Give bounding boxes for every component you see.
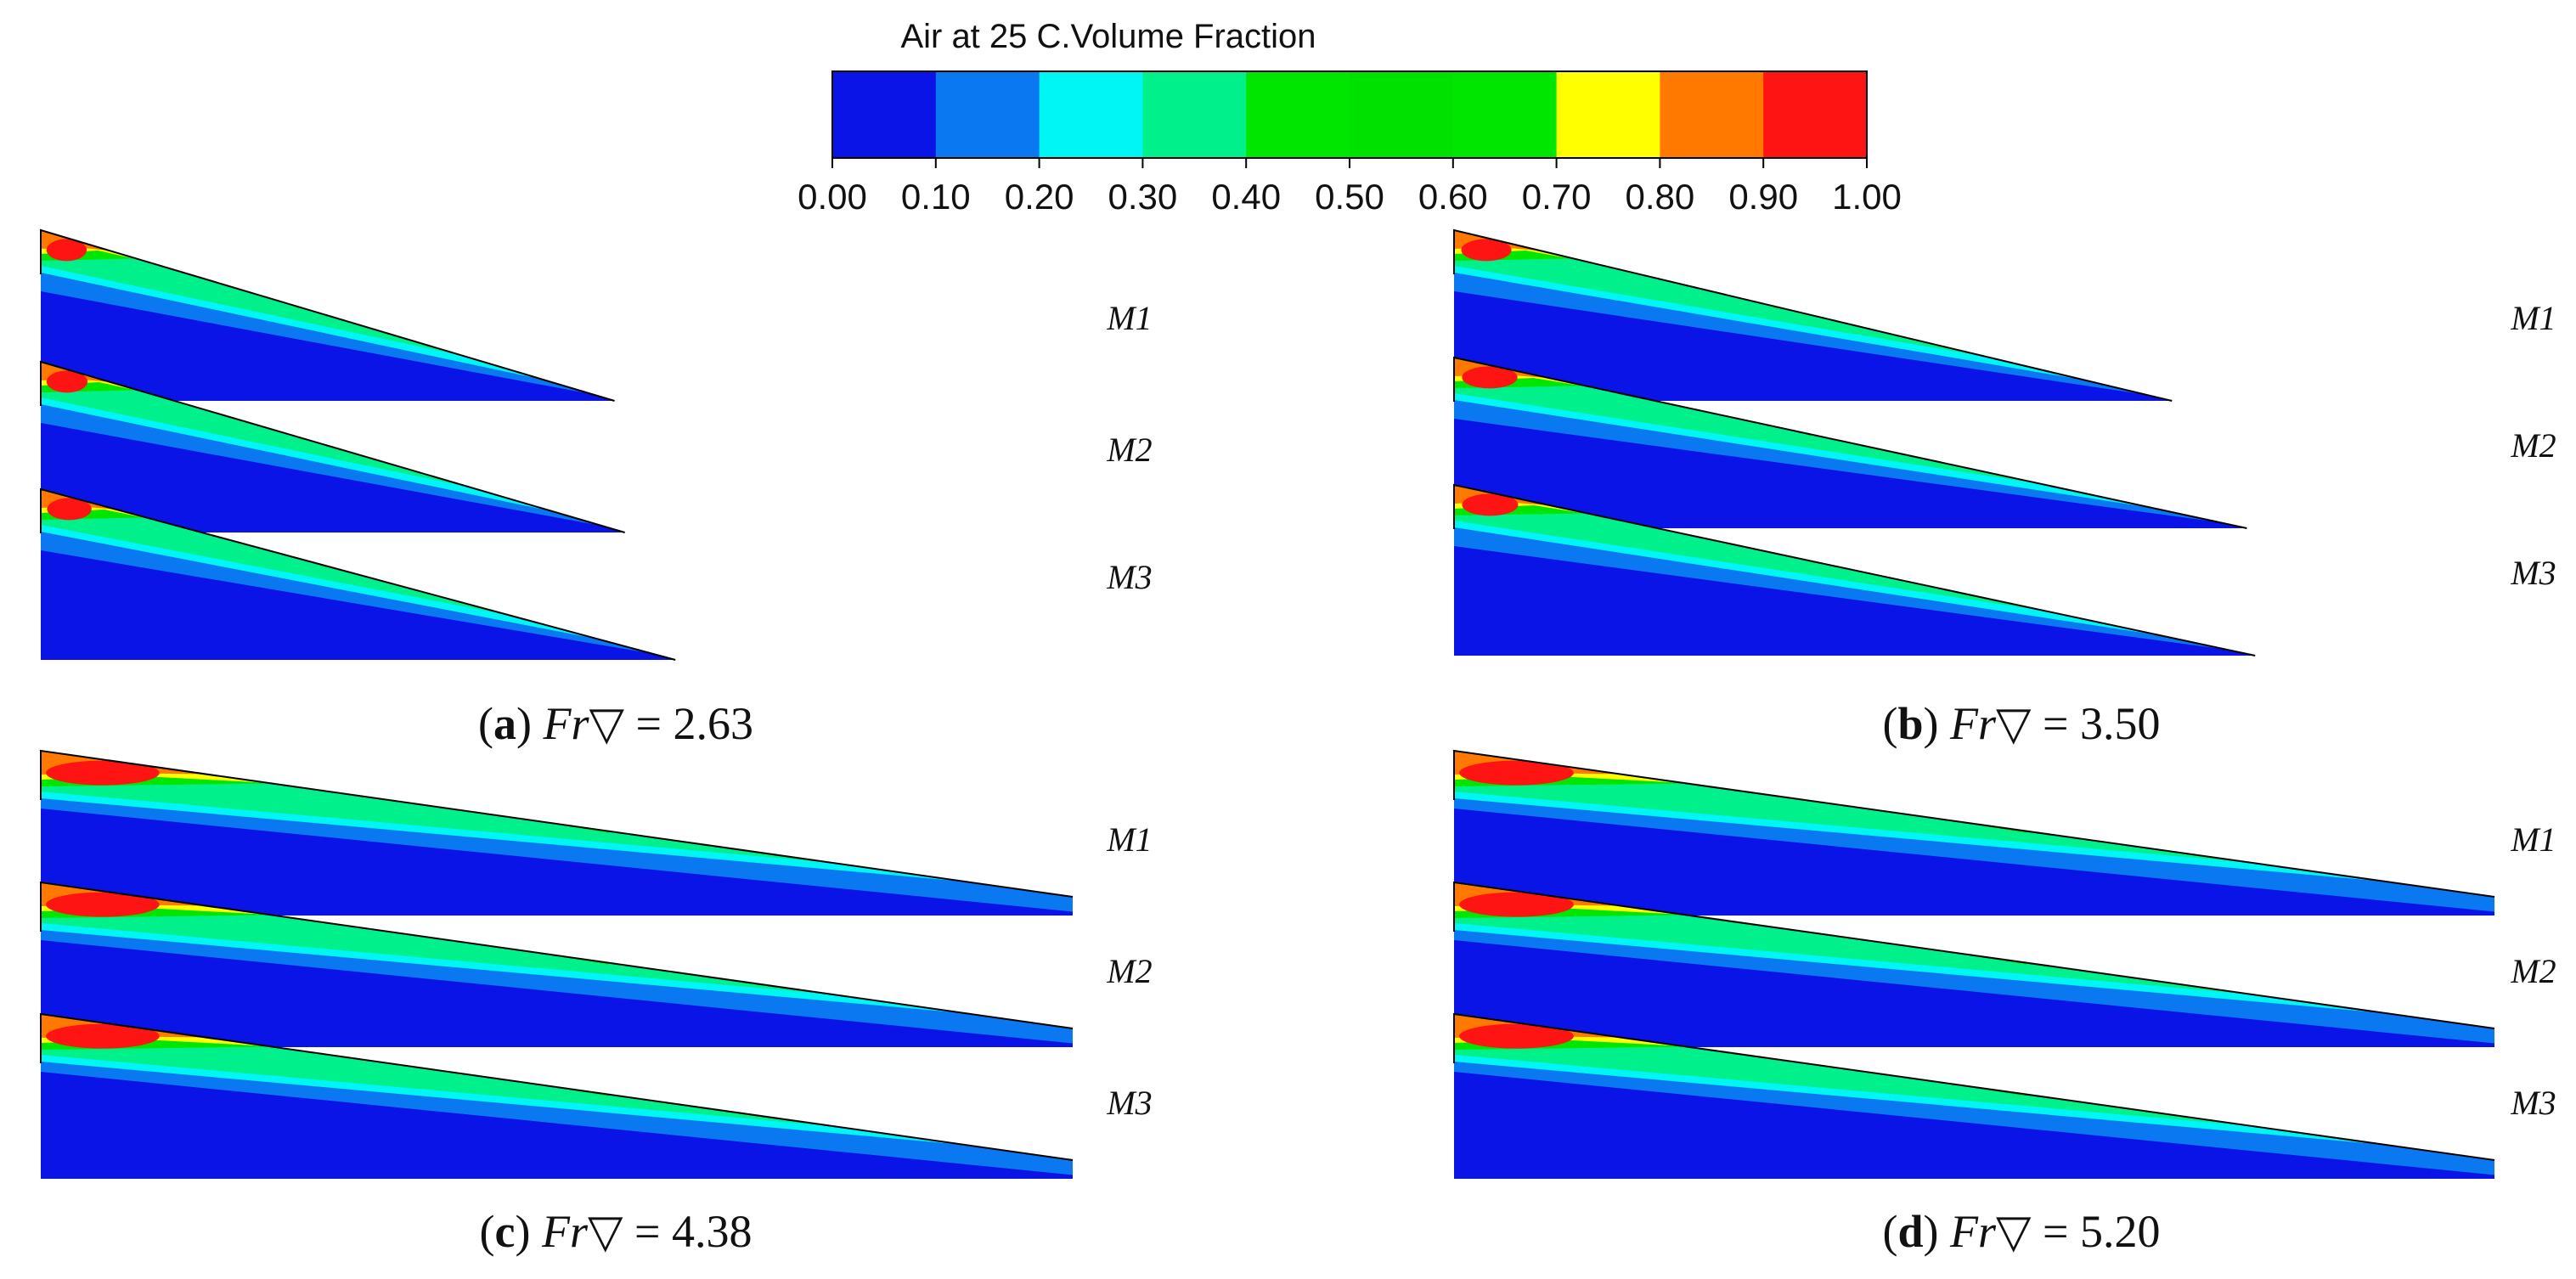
colorbar-tick-label: 0.80: [1626, 177, 1695, 217]
colorbar-band: [1350, 71, 1454, 158]
colorbar-band: [1763, 71, 1868, 158]
colorbar-tick-label: 0.00: [798, 177, 867, 217]
panels: M1 M2 M3 (a) Fr▽ = 2.63 M1 M2 M3 (b) Fr▽ = 3.50…: [40, 228, 2556, 1257]
panel-caption: (c) Fr▽ = 4.38: [480, 1206, 753, 1257]
contour-d-m1: [1453, 749, 2495, 916]
colorbar: Air at 25 C.Volume Fraction 0.00 0.10 0.20…: [798, 18, 1902, 217]
model-label: M2: [1106, 431, 1152, 469]
model-label: M3: [2510, 554, 2556, 592]
colorbar-tick-label: 0.90: [1728, 177, 1798, 217]
panel-c: M1 M2 M3 (c) Fr▽ = 4.38: [40, 749, 1153, 1257]
colorbar-tick-label: 0.10: [901, 177, 971, 217]
colorbar-band: [832, 71, 937, 158]
colorbar-band: [1039, 71, 1143, 158]
colorbar-band: [935, 71, 1040, 158]
model-label: M1: [1106, 820, 1152, 859]
colorbar-ticks: 0.00 0.10 0.20 0.30 0.40 0.50 0.60 0.70 0.80 0.90…: [798, 158, 1902, 217]
colorbar-tick-label: 0.20: [1005, 177, 1074, 217]
contour-b-m1: [1453, 228, 2173, 402]
colorbar-band: [1246, 71, 1350, 158]
colorbar-band: [1660, 71, 1764, 158]
colorbar-tick-label: 0.50: [1315, 177, 1384, 217]
panel-b: M1 M2 M3 (b) Fr▽ = 3.50: [1453, 228, 2556, 749]
colorbar-tick-label: 0.30: [1108, 177, 1178, 217]
panel-a: M1 M2 M3 (a) Fr▽ = 2.63: [40, 228, 1153, 749]
contour-a-m1: [40, 228, 615, 402]
panel-d: M1 M2 M3 (d) Fr▽ = 5.20: [1453, 749, 2556, 1257]
colorbar-band: [1556, 71, 1660, 158]
colorbar-tick-label: 0.60: [1418, 177, 1488, 217]
model-label: M2: [1106, 952, 1152, 990]
colorbar-band: [1142, 71, 1247, 158]
colorbar-tick-label: 0.70: [1522, 177, 1592, 217]
model-label: M3: [1106, 1084, 1152, 1122]
panel-caption: (d) Fr▽ = 5.20: [1882, 1206, 2160, 1257]
colorbar-tick-label: 0.40: [1211, 177, 1281, 217]
panel-caption: (b) Fr▽ = 3.50: [1882, 698, 2160, 749]
panel-caption: (a) Fr▽ = 2.63: [478, 698, 753, 749]
contour-c-m1: [40, 749, 1074, 916]
model-label: M3: [2510, 1084, 2556, 1122]
colorbar-band: [1452, 71, 1558, 158]
model-label: M2: [2510, 952, 2556, 990]
colorbar-tick-label: 1.00: [1832, 177, 1902, 217]
colorbar-title: Air at 25 C.Volume Fraction: [900, 18, 1316, 55]
model-label: M3: [1106, 558, 1152, 596]
model-label: M1: [1106, 299, 1152, 337]
model-label: M2: [2510, 426, 2556, 465]
model-label: M1: [2510, 299, 2556, 337]
model-label: M1: [2510, 820, 2556, 859]
colorbar-bands: [832, 71, 1868, 158]
